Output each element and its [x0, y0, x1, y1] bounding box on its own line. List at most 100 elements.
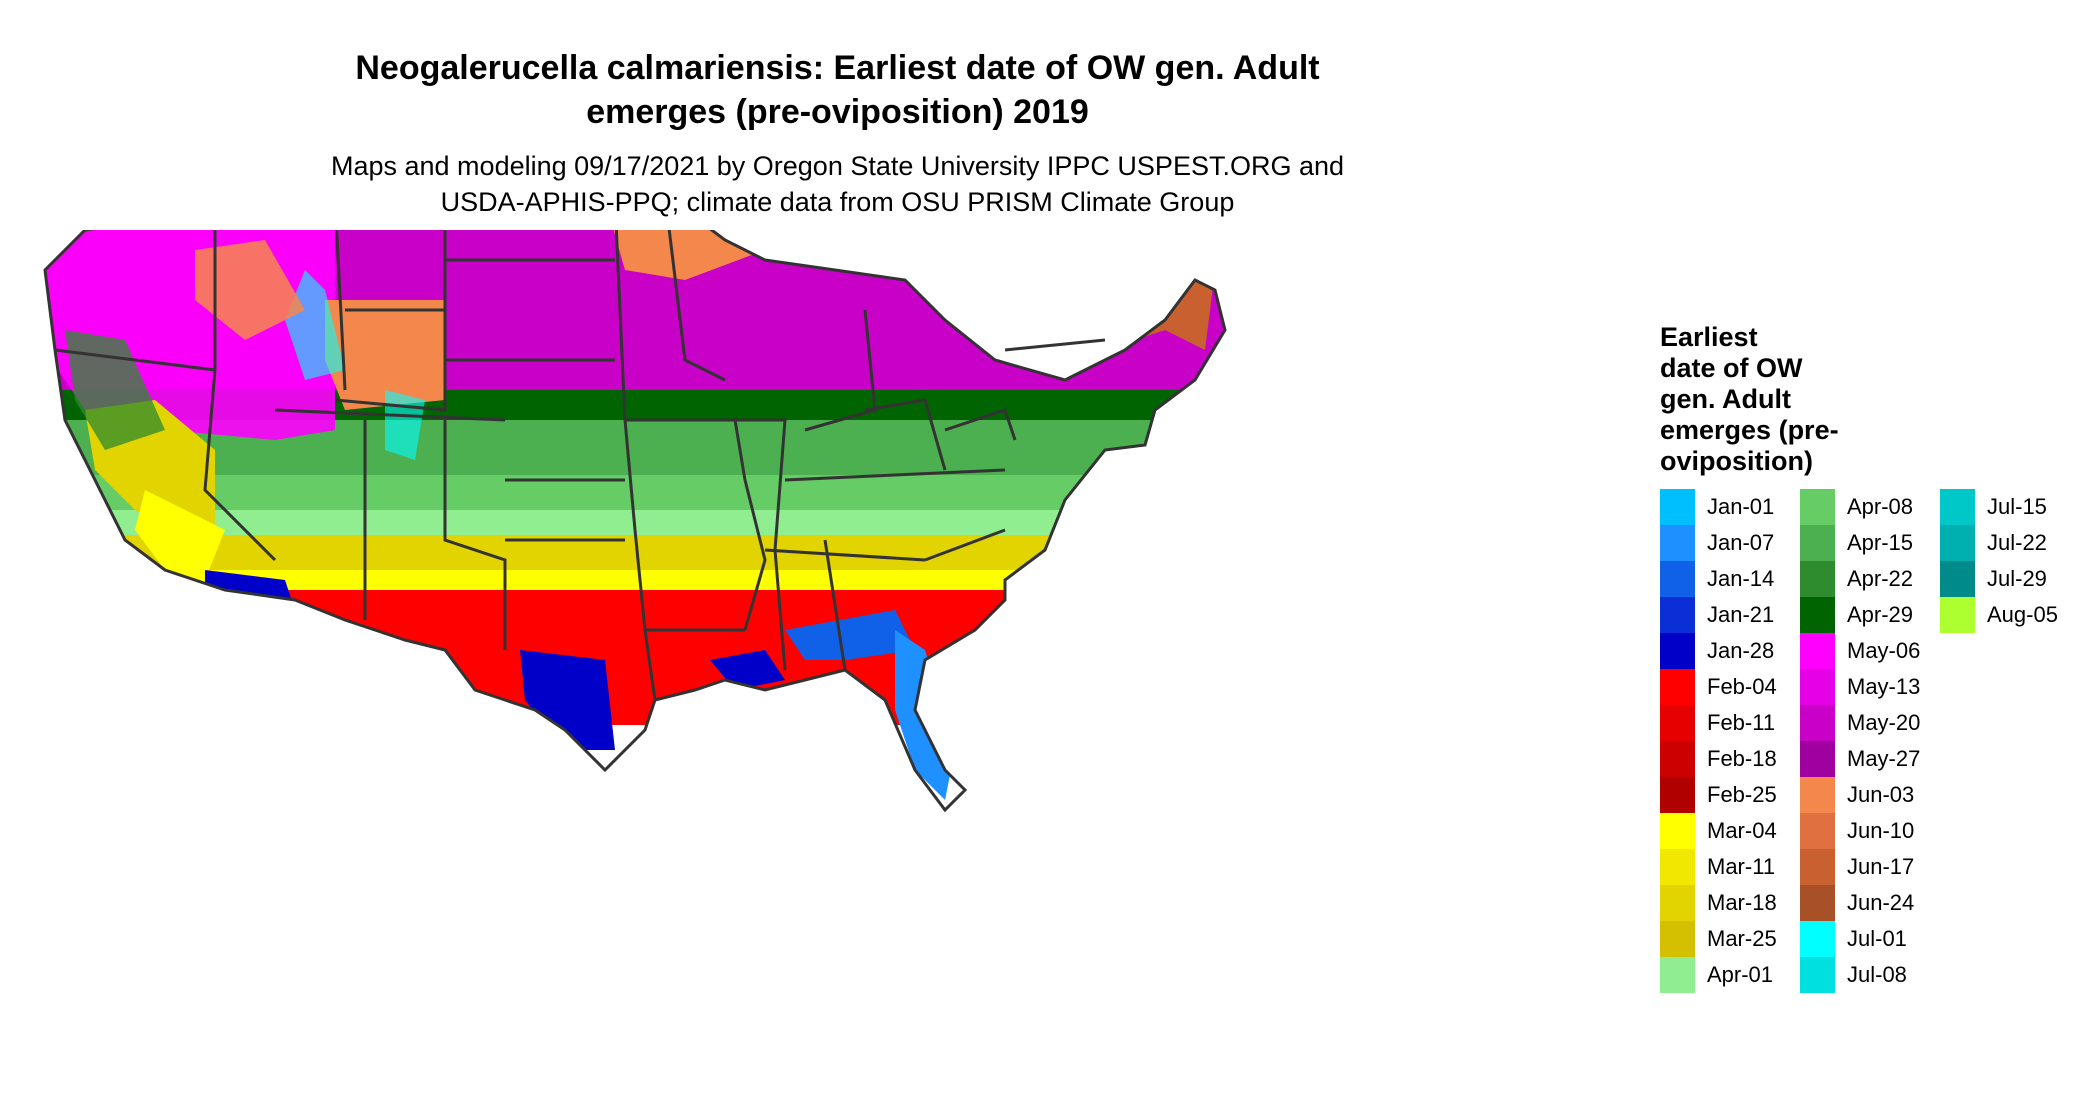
map-subtitle: Maps and modeling 09/17/2021 by Oregon S… [200, 148, 1475, 220]
map-title: Neogalerucella calmariensis: Earliest da… [250, 46, 1425, 134]
map-title-line-2: emerges (pre-oviposition) 2019 [586, 93, 1089, 131]
legend-item: Jul-22 [1940, 525, 2058, 561]
legend-column-2: Apr-08 Apr-15 Apr-22 Apr-29 May-06 May-13 May-… [1800, 489, 1920, 993]
legend-item: Jan-07 [1660, 525, 1777, 561]
legend-label: Jun-17 [1847, 854, 1915, 879]
legend-swatch [1800, 525, 1835, 561]
legend-label: Mar-18 [1707, 890, 1777, 915]
legend-swatch [1800, 777, 1835, 813]
legend-title-line: emerges (pre- [1660, 415, 1839, 445]
legend-swatch [1660, 561, 1695, 597]
legend-swatch [1660, 669, 1695, 705]
legend-label: Jul-08 [1847, 962, 1907, 987]
legend-swatch [1660, 525, 1695, 561]
map-subtitle-line-1: Maps and modeling 09/17/2021 by Oregon S… [330, 151, 1345, 181]
legend-title-line: gen. Adult [1660, 384, 1791, 414]
legend-label: Jan-21 [1707, 602, 1775, 627]
legend-item: Jan-01 [1660, 489, 1777, 525]
legend-swatch [1800, 921, 1835, 957]
legend-label: May-13 [1847, 674, 1921, 699]
legend-swatch [1660, 777, 1695, 813]
legend-title-line: Earliest [1660, 322, 1758, 352]
legend-title-line: date of OW [1660, 353, 1803, 383]
legend-item: Jan-21 [1660, 597, 1777, 633]
legend-swatch [1800, 813, 1835, 849]
legend-label: Mar-11 [1707, 854, 1776, 879]
legend-swatch [1800, 669, 1835, 705]
legend-swatch [1940, 561, 1975, 597]
legend-swatch [1660, 741, 1695, 777]
legend-swatch [1940, 597, 1975, 633]
legend-item: Mar-04 [1660, 813, 1777, 849]
legend-swatch [1800, 957, 1835, 993]
legend-swatch [1660, 849, 1695, 885]
legend-swatch [1800, 705, 1835, 741]
legend-label: Jan-07 [1707, 530, 1775, 555]
legend-item: Apr-29 [1800, 597, 1920, 633]
legend-swatch [1800, 885, 1835, 921]
map-subtitle-line-2: USDA-APHIS-PPQ; climate data from OSU PR… [440, 187, 1235, 217]
legend-item: Jul-15 [1940, 489, 2058, 525]
legend-label: Feb-04 [1707, 674, 1777, 699]
legend-item: May-06 [1800, 633, 1920, 669]
legend-item: Jul-29 [1940, 561, 2058, 597]
legend-swatch [1940, 525, 1975, 561]
legend-item: Jun-03 [1800, 777, 1920, 813]
map-title-line-1: Neogalerucella calmariensis: Earliest da… [355, 49, 1320, 87]
legend-item: Feb-11 [1660, 705, 1777, 741]
legend-swatch [1660, 705, 1695, 741]
legend-label: Jun-03 [1847, 782, 1915, 807]
legend-swatch [1660, 597, 1695, 633]
legend-item: Jul-08 [1800, 957, 1920, 993]
legend-title-line: oviposition) [1660, 446, 1813, 476]
legend-label: Jul-29 [1987, 566, 2047, 591]
legend-label: Jul-01 [1847, 926, 1907, 951]
legend-column-1: Jan-01 Jan-07 Jan-14 Jan-21 Jan-28 Feb-04 Feb-… [1660, 489, 1777, 993]
legend-label: Jan-14 [1707, 566, 1775, 591]
legend-item: Jan-14 [1660, 561, 1777, 597]
legend-swatch [1660, 921, 1695, 957]
legend-item: Feb-04 [1660, 669, 1777, 705]
legend-item: Apr-01 [1660, 957, 1777, 993]
legend-label: May-06 [1847, 638, 1921, 663]
legend-label: Apr-08 [1847, 494, 1914, 519]
legend-label: Feb-25 [1707, 782, 1777, 807]
legend-item: May-20 [1800, 705, 1920, 741]
legend-item: Jan-28 [1660, 633, 1777, 669]
legend-label: Jun-10 [1847, 818, 1915, 843]
legend-item: May-13 [1800, 669, 1920, 705]
legend-item: Mar-11 [1660, 849, 1777, 885]
legend-swatch [1660, 957, 1695, 993]
legend-item: Apr-22 [1800, 561, 1920, 597]
legend-item: Jun-24 [1800, 885, 1920, 921]
legend-swatch [1660, 885, 1695, 921]
legend-swatch [1800, 741, 1835, 777]
legend-swatch [1800, 597, 1835, 633]
legend-item: Feb-25 [1660, 777, 1777, 813]
legend-item: Mar-25 [1660, 921, 1777, 957]
legend-swatch [1800, 633, 1835, 669]
legend-swatch [1660, 813, 1695, 849]
legend-label: Apr-22 [1847, 566, 1914, 591]
legend-swatch [1800, 849, 1835, 885]
legend-item: Aug-05 [1940, 597, 2058, 633]
legend-label: Jul-22 [1987, 530, 2047, 555]
legend-swatch [1940, 489, 1975, 525]
us-phenology-map [43, 230, 1227, 813]
legend-label: Mar-25 [1707, 926, 1777, 951]
legend-label: May-20 [1847, 710, 1921, 735]
legend-label: Jan-28 [1707, 638, 1775, 663]
legend-item: Apr-08 [1800, 489, 1920, 525]
legend-item: Jul-01 [1800, 921, 1920, 957]
legend-item: Mar-18 [1660, 885, 1777, 921]
legend-swatch [1660, 633, 1695, 669]
legend-label: Jun-24 [1847, 890, 1915, 915]
legend-label: Feb-11 [1707, 710, 1776, 735]
legend-column-3: Jul-15 Jul-22 Jul-29 Aug-05 [1940, 489, 2058, 633]
legend-label: Aug-05 [1987, 602, 2058, 627]
legend-label: Mar-04 [1707, 818, 1777, 843]
legend-label: Apr-01 [1707, 962, 1774, 987]
legend-label: Jan-01 [1707, 494, 1775, 519]
legend-swatch [1800, 489, 1835, 525]
legend-label: May-27 [1847, 746, 1921, 771]
